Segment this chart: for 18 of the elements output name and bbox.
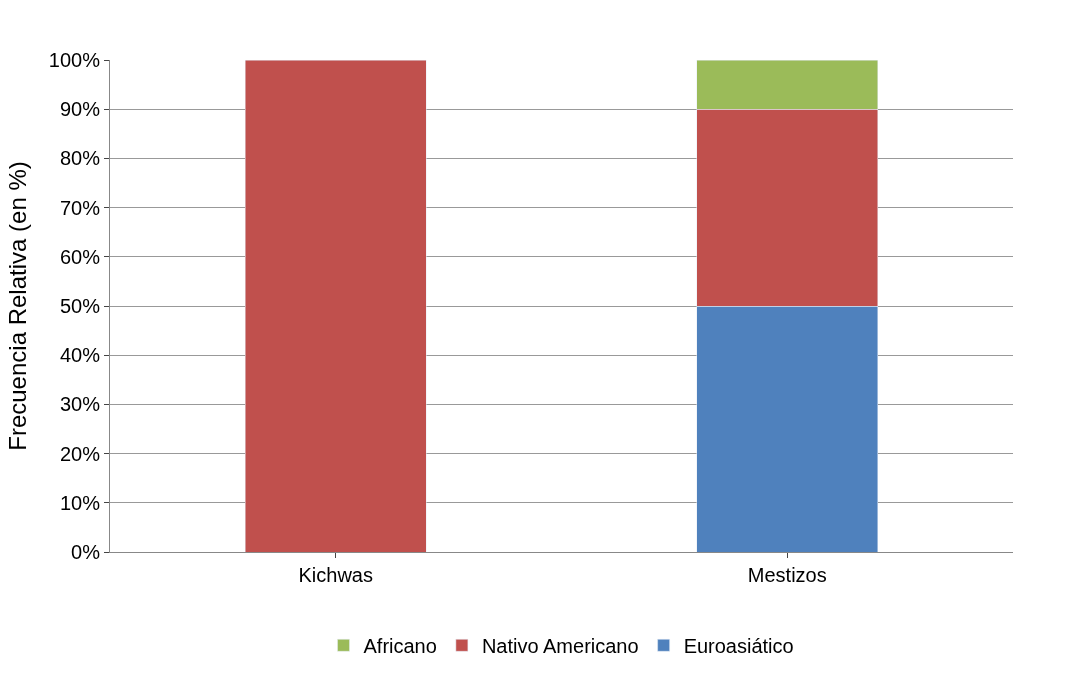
y-tick-label: 50% [59,295,101,317]
y-axis-title: Frecuencia Relativa (en %) [3,161,31,451]
legend-label: Nativo Americano [481,635,639,658]
y-tick-label: 10% [59,491,101,514]
y-tick-label: 30% [59,393,101,416]
y-tick-label: 100% [48,49,101,71]
legend-label: Euroasiático [683,635,794,658]
y-tick-label: 80% [59,147,101,170]
legend-label: Africano [363,635,437,658]
y-tick-label: 60% [59,245,101,268]
x-tick-label: Kichwas [298,564,373,586]
y-tick-label: 20% [59,442,101,465]
bar [245,60,427,552]
x-tick-label: Mestizos [747,564,827,586]
y-tick-label: 90% [59,98,101,121]
y-tick-label: 0% [71,541,101,563]
y-tick-label: 70% [59,196,101,219]
y-tick-label: 40% [59,344,101,367]
